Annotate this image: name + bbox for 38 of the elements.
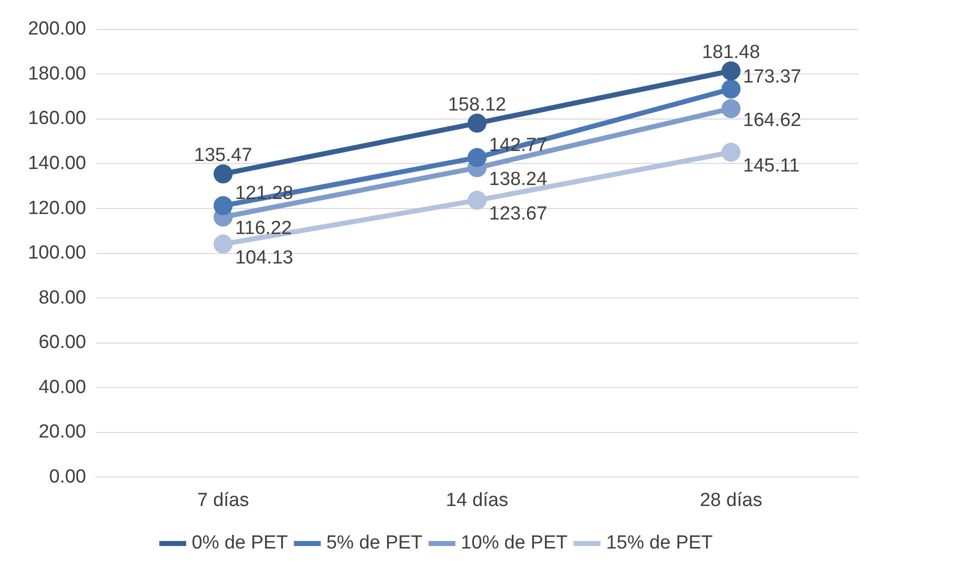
y-tick-label: 40.00 — [38, 376, 86, 398]
data-label: 123.67 — [489, 204, 548, 225]
legend-label: 0% de PET — [192, 532, 288, 554]
point — [214, 196, 233, 216]
point — [722, 80, 741, 99]
y-tick-label: 100.00 — [28, 242, 86, 264]
point — [468, 114, 487, 133]
data-label: 145.11 — [743, 156, 800, 177]
point — [468, 148, 487, 168]
legend-label: 5% de PET — [326, 532, 423, 554]
y-tick-label: 120.00 — [28, 198, 86, 219]
y-tick-label: 160.00 — [28, 108, 86, 130]
data-label: 173.37 — [743, 66, 802, 88]
point — [722, 142, 741, 162]
y-tick-label: 80.00 — [38, 287, 86, 308]
data-label: 116.22 — [235, 218, 292, 240]
x-tick-label: 28 días — [700, 490, 762, 511]
y-tick-label: 60.00 — [38, 332, 86, 354]
point — [722, 61, 741, 80]
y-tick-label: 0.00 — [49, 466, 86, 488]
y-tick-label: 20.00 — [38, 422, 86, 443]
x-tick-label: 14 días — [446, 490, 508, 511]
point — [214, 234, 233, 254]
y-tick-label: 200.00 — [28, 18, 86, 40]
data-label: 164.62 — [743, 110, 802, 131]
legend-label: 10% de PET — [460, 532, 568, 554]
x-tick-label: 7 días — [197, 490, 249, 511]
legend-label: 15% de PET — [606, 532, 714, 554]
y-tick-label: 140.00 — [28, 152, 86, 174]
y-tick-label: 180.00 — [28, 63, 86, 84]
data-label: 138.24 — [489, 168, 548, 190]
data-label: 135.47 — [194, 145, 252, 166]
data-label: 158.12 — [448, 94, 506, 116]
point — [722, 99, 741, 118]
point — [468, 190, 487, 210]
data-label: 104.13 — [235, 247, 294, 268]
point — [214, 164, 233, 184]
data-label: 181.48 — [702, 42, 760, 64]
